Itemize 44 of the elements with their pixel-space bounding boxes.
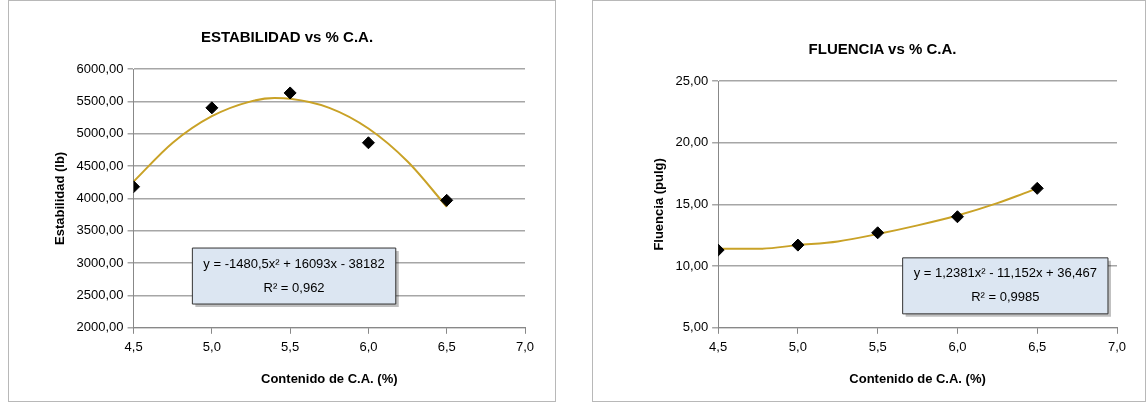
x-axis-title: Contenido de C.A. (%): [261, 370, 398, 386]
y-tick-label: 25,00: [675, 72, 709, 88]
point: [791, 238, 805, 252]
x-tick-label: 6,5: [1028, 339, 1047, 355]
x-tick-label: 6,0: [948, 339, 967, 355]
x-tick-label: 6,5: [437, 339, 456, 355]
y-axis-title: Fluencia (pulg): [651, 158, 667, 251]
point: [205, 101, 219, 115]
point: [283, 86, 297, 100]
y-tick-label: 6000,00: [76, 60, 124, 76]
y-tick-label: 20,00: [675, 134, 709, 150]
x-tick-label: 4,5: [709, 339, 728, 355]
annotation: R² = 0,962: [263, 279, 325, 295]
point: [1030, 181, 1044, 195]
point: [950, 210, 964, 224]
x-tick-label: 4,5: [124, 339, 143, 355]
y-tick-label: 4000,00: [76, 189, 124, 205]
chart-title: ESTABILIDAD vs % C.A.: [200, 28, 374, 46]
x-tick-label: 5,0: [788, 339, 807, 355]
y-tick-label: 5000,00: [76, 125, 124, 141]
y-tick-label: 4500,00: [76, 157, 124, 173]
y-tick-label: 10,00: [675, 257, 709, 273]
point: [871, 226, 885, 240]
y-axis-title: Estabilidad (lb): [52, 151, 68, 245]
chart-title: FLUENCIA vs % C.A.: [808, 40, 957, 58]
x-tick-label: 5,5: [281, 339, 300, 355]
y-tick-label: 15,00: [675, 195, 709, 211]
x-tick-label: 5,0: [202, 339, 221, 355]
x-tick-label: 7,0: [515, 339, 535, 355]
y-tick-label: 5500,00: [76, 92, 124, 108]
annotation: y = -1480,5x² + 16093x - 38182: [203, 255, 385, 271]
point: [440, 193, 454, 207]
y-tick-label: 2500,00: [76, 287, 124, 303]
x-tick-label: 5,5: [868, 339, 887, 355]
point: [361, 136, 375, 150]
y-tick-label: 2000,00: [76, 319, 124, 335]
y-tick-label: 3000,00: [76, 254, 124, 270]
y-tick-label: 3500,00: [76, 222, 124, 238]
x-tick-label: 7,0: [1107, 339, 1127, 355]
y-tick-label: 5,00: [682, 319, 709, 335]
x-tick-label: 6,0: [359, 339, 378, 355]
annotation: y = 1,2381x² - 11,152x + 36,467: [913, 265, 1097, 281]
annotation: R² = 0,9985: [971, 289, 1040, 305]
x-axis-title: Contenido de C.A. (%): [849, 370, 986, 386]
